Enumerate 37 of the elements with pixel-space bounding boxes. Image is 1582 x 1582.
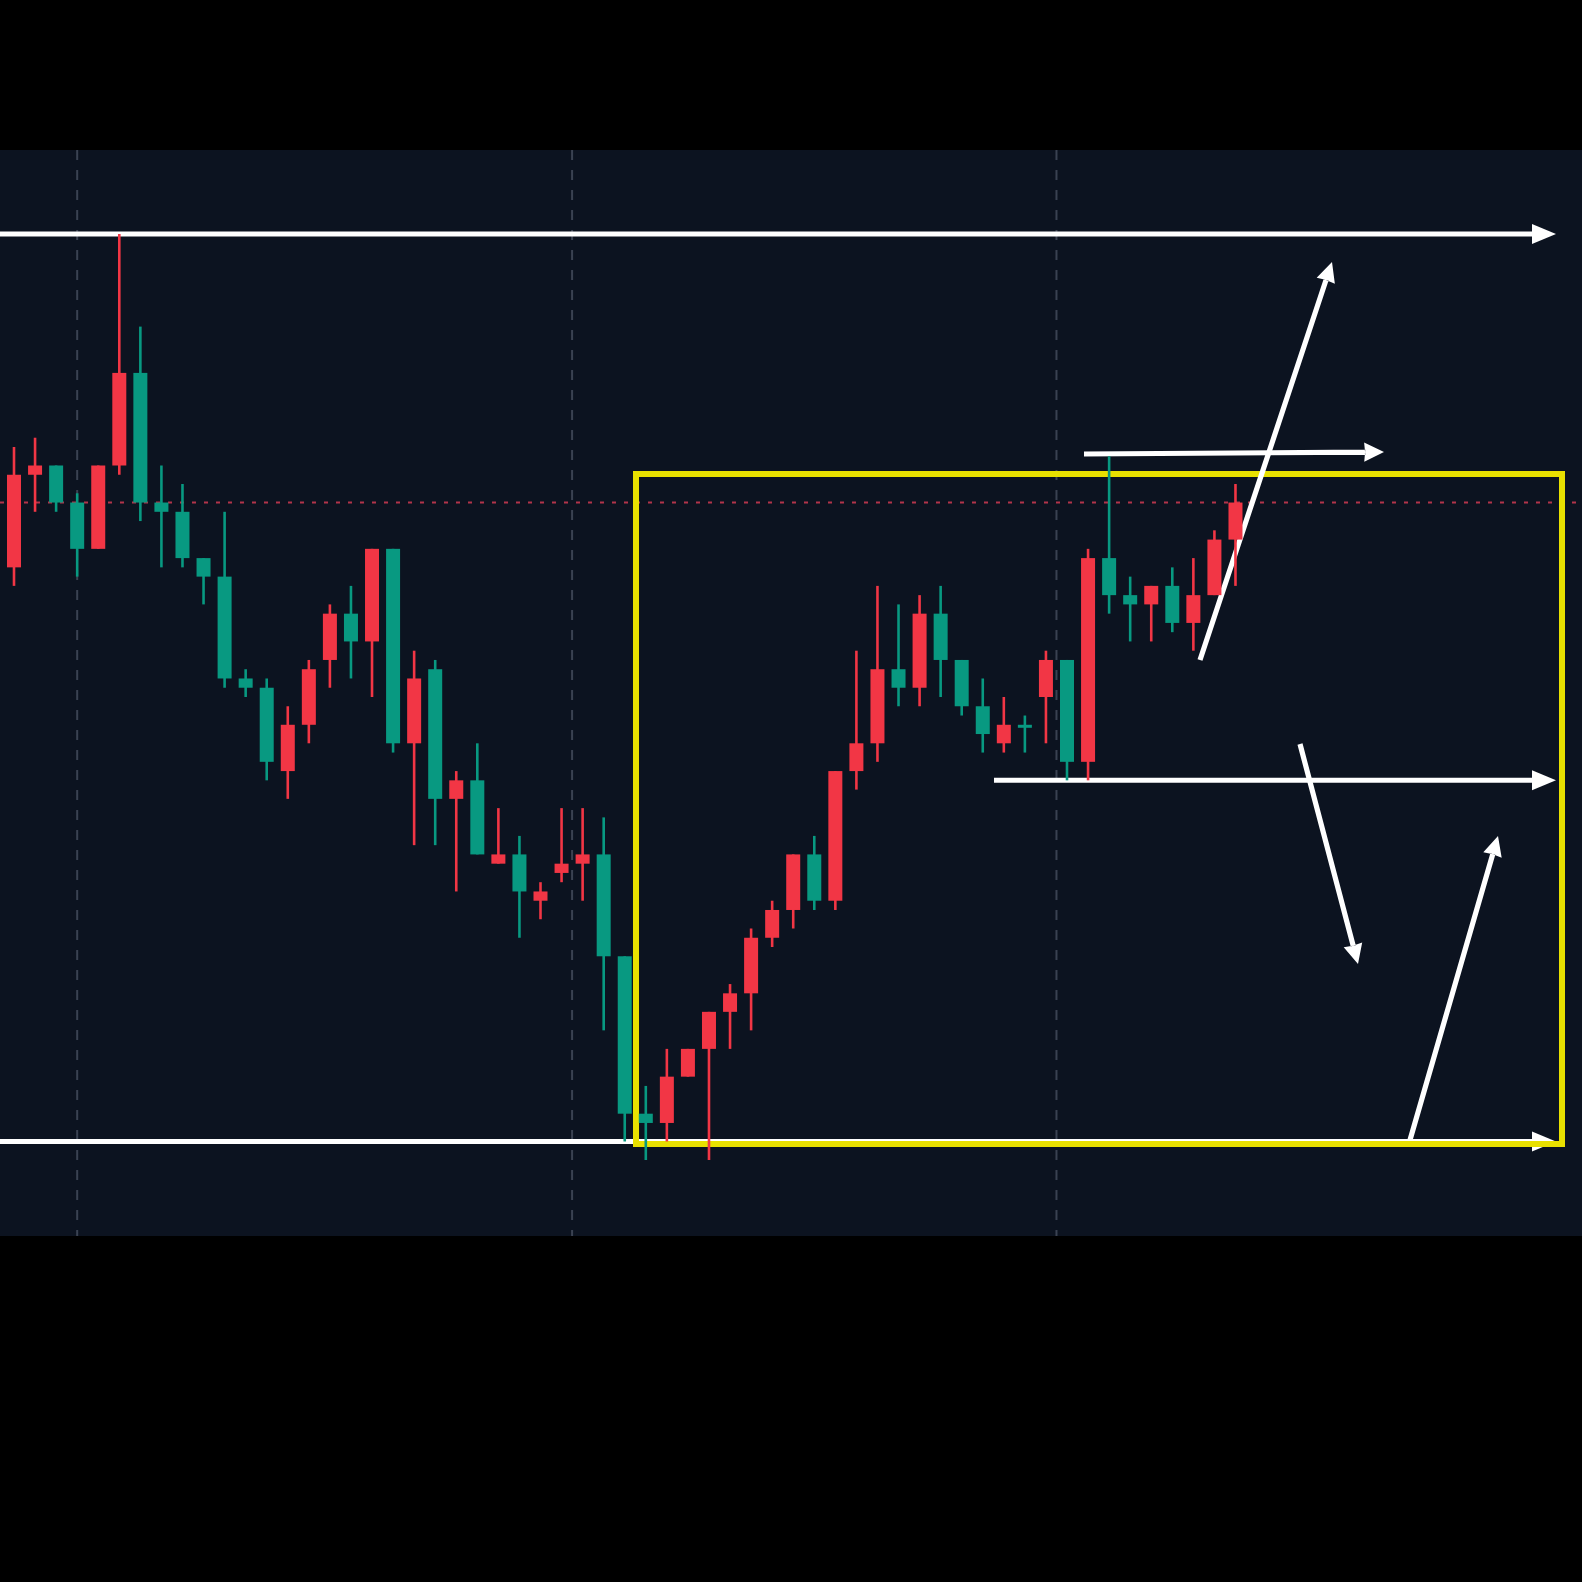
candlestick (1144, 584, 1159, 643)
candlestick (891, 603, 906, 708)
candlestick (1228, 482, 1243, 588)
candlestick (996, 695, 1011, 754)
candlestick (1186, 556, 1201, 652)
candlestick (49, 464, 64, 514)
candlestick (70, 491, 85, 578)
candlestick (154, 464, 169, 569)
candlestick (343, 584, 358, 680)
candlestick (1017, 714, 1032, 754)
candlestick (280, 704, 295, 801)
candlestick (575, 806, 590, 903)
candlestick (849, 649, 864, 791)
candlestick (28, 436, 43, 514)
candlestick (765, 899, 780, 949)
candlestick (638, 1084, 653, 1162)
candlestick (1123, 575, 1138, 643)
candlestick (175, 482, 190, 569)
candlestick (1102, 454, 1117, 615)
candlestick (1165, 566, 1180, 634)
candlestick (954, 658, 969, 717)
candlestick (1038, 649, 1053, 745)
candlestick (533, 880, 548, 921)
candlestick (807, 834, 822, 912)
candlestick (322, 603, 337, 690)
candlestick (491, 806, 506, 865)
candlestick (701, 1010, 716, 1162)
candlestick (554, 806, 569, 884)
candlestick (933, 584, 948, 699)
candlestick (238, 667, 253, 699)
candlestick (449, 769, 464, 893)
candlestick (723, 982, 738, 1051)
candlestick (975, 677, 990, 754)
candlestick (196, 556, 211, 606)
candlestick (512, 834, 527, 940)
candlestick (659, 1047, 674, 1143)
candlestick (680, 1047, 695, 1078)
